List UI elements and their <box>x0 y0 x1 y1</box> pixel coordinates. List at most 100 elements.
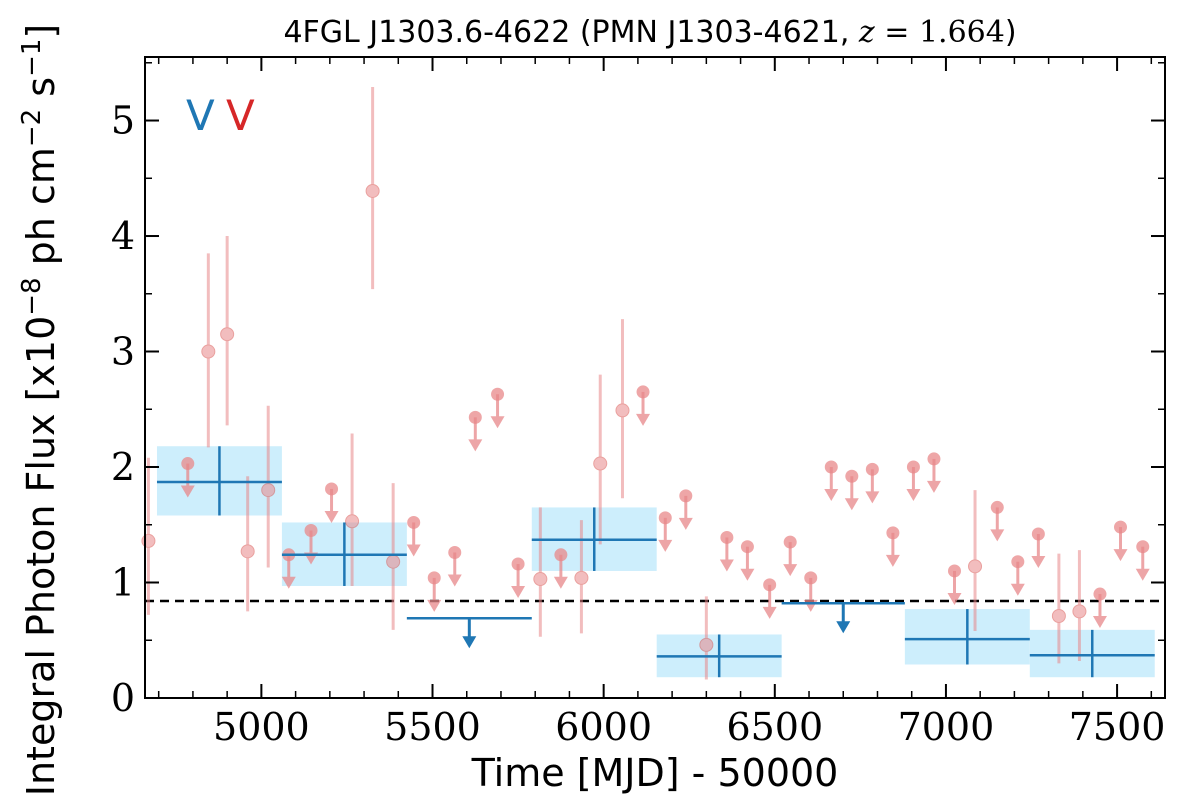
fine-ul-arrow-4 <box>406 522 421 557</box>
fine-ul-arrow-12-head <box>658 539 673 552</box>
fine-upper-limit-16 <box>762 578 777 619</box>
fine-ul-arrow-9-head <box>511 586 526 599</box>
plot-frame <box>144 56 1166 699</box>
fine-upper-limit-12 <box>658 511 673 552</box>
fine-ul-arrow-5-head <box>427 599 442 612</box>
legend-mark-0: V <box>186 91 215 140</box>
fine-marker-12 <box>699 637 714 652</box>
fine-ul-arrow-28-head <box>1031 555 1046 568</box>
fine-ul-arrow-23 <box>906 467 921 502</box>
fine-upper-limit-21 <box>865 462 880 504</box>
fine-marker-6 <box>365 183 380 198</box>
x-tick-label-3: 6500 <box>726 705 823 749</box>
fine-ul-arrow-25-head <box>947 592 962 605</box>
axis-ticks: 5000 5500 6000 6500 7000 7500 0 1 2 3 4 5 <box>111 57 1165 749</box>
fine-point-15 <box>1072 550 1087 662</box>
fine-ul-arrow-12 <box>658 517 673 552</box>
fine-point-8 <box>533 507 548 637</box>
fine-upper-limit-22 <box>885 526 900 567</box>
fine-ul-arrow-27-head <box>1010 583 1025 596</box>
fine-ul-arrow-1 <box>281 554 296 589</box>
fine-upper-limit-27 <box>1010 555 1025 596</box>
fine-ul-arrow-13-head <box>678 517 693 530</box>
fine-upper-limit-4 <box>406 515 421 557</box>
y-tick-label-4: 4 <box>111 214 135 258</box>
fine-point-7 <box>386 483 401 630</box>
fine-ul-arrow-21 <box>865 469 880 504</box>
fine-upper-limit-5 <box>427 571 442 612</box>
fine-ul-arrow-23-head <box>906 489 921 502</box>
fine-ul-arrow-14-head <box>719 559 734 572</box>
fine-marker-3 <box>240 544 255 559</box>
fine-point-0 <box>141 457 156 615</box>
fine-ul-arrow-6-head <box>447 574 462 587</box>
x-tick-label-0: 5000 <box>213 705 310 749</box>
x-axis-label: Time [MJD] - 50000 <box>471 751 839 795</box>
fine-ul-arrow-26-head <box>990 529 1005 542</box>
fine-marker-8 <box>533 572 548 587</box>
coarse-bin-layer <box>156 446 1155 678</box>
fine-upper-limit-26 <box>990 500 1005 542</box>
fine-ul-arrow-10 <box>553 554 568 589</box>
fine-point-2 <box>220 236 235 426</box>
fine-ul-arrow-4-head <box>406 544 421 557</box>
fine-ul-arrow-16-head <box>762 606 777 619</box>
y-tick-label-3: 3 <box>111 330 135 374</box>
fine-ul-arrow-13 <box>678 495 693 530</box>
fine-ul-arrow-7 <box>468 417 483 452</box>
fine-upper-limit-31 <box>1135 540 1150 581</box>
y-tick-label-1: 1 <box>111 561 135 605</box>
fine-ul-arrow-8-head <box>490 416 505 429</box>
fine-marker-9 <box>574 570 589 585</box>
fine-upper-limit-6 <box>447 545 462 587</box>
fine-ul-arrow-10-head <box>553 576 568 589</box>
fine-upper-limit-8 <box>490 387 505 429</box>
fine-upper-limit-30 <box>1113 520 1128 562</box>
fine-ul-arrow-29-head <box>1092 616 1107 629</box>
fine-ul-arrow-17-head <box>783 564 798 577</box>
legend-mark-1: V <box>226 91 255 140</box>
fine-point-11 <box>615 319 630 499</box>
fine-marker-11 <box>615 403 630 418</box>
fine-point-14 <box>1051 553 1066 664</box>
fine-ul-arrow-20 <box>844 476 859 511</box>
coarse-ul-arrow-1-head <box>836 621 851 634</box>
fine-ul-arrow-6 <box>447 552 462 587</box>
coarse-ul-arrow-1 <box>836 603 851 634</box>
fine-upper-limit-29 <box>1092 587 1107 629</box>
fine-marker-4 <box>261 483 276 498</box>
fine-point-13 <box>968 490 983 632</box>
fine-upper-limit-28 <box>1031 527 1046 568</box>
fine-upper-limit-11 <box>636 385 651 426</box>
fine-ul-arrow-11 <box>636 391 651 426</box>
fine-ul-arrow-9 <box>511 564 526 599</box>
y-tick-label-5: 5 <box>111 99 135 143</box>
fine-ul-arrow-18 <box>803 577 818 612</box>
fine-ul-arrow-21-head <box>865 491 880 504</box>
fine-upper-limit-13 <box>678 489 693 530</box>
fine-ul-arrow-11-head <box>636 413 651 426</box>
fine-upper-limit-0 <box>180 457 195 498</box>
coarse-bin-bands <box>156 446 1155 678</box>
fine-ul-arrow-27 <box>1010 561 1025 596</box>
fine-ul-arrow-0-head <box>180 485 195 498</box>
fine-ul-arrow-25 <box>947 570 962 605</box>
coarse-ul-arrow-0 <box>462 618 477 649</box>
fine-ul-arrow-17 <box>783 542 798 577</box>
fine-point-1 <box>201 253 216 448</box>
fine-ul-arrow-24-head <box>926 480 941 493</box>
fine-bin-layer <box>141 87 1150 680</box>
x-tick-label-1: 5500 <box>384 705 481 749</box>
coarse-ul-arrow-0-head <box>462 636 477 649</box>
fine-point-10 <box>593 374 608 545</box>
fine-ul-arrow-22-head <box>885 554 900 567</box>
fine-marker-1 <box>201 344 216 359</box>
fine-ul-arrow-30 <box>1113 527 1128 562</box>
fine-ul-arrow-19-head <box>824 489 839 502</box>
fine-point-12 <box>699 596 714 680</box>
fine-ul-arrow-30-head <box>1113 549 1128 562</box>
fine-marker-7 <box>386 554 401 569</box>
fine-ul-arrow-3 <box>324 488 339 523</box>
fine-marker-5 <box>345 514 360 529</box>
